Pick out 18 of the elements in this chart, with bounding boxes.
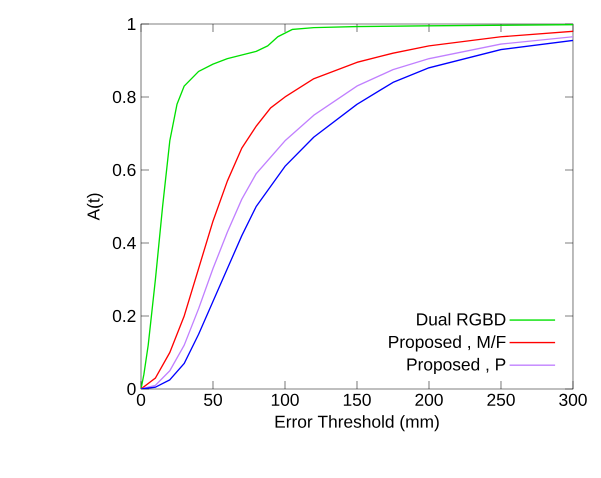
y-tick-label: 1 <box>128 18 136 30</box>
y-tick-label: 0.2 <box>112 310 136 322</box>
y-tick-label: 0.8 <box>112 90 136 104</box>
x-tick-label: 0 <box>136 394 146 406</box>
x-tick-label: 150 <box>344 394 371 406</box>
x-tick-label: 50 <box>204 394 222 406</box>
x-tick-label: 200 <box>415 394 443 406</box>
x-tick-label: 250 <box>487 394 515 406</box>
y-tick-label: 0 <box>127 382 136 396</box>
y-tick-label: 0.4 <box>112 236 136 250</box>
legend-label: Dual RGBD <box>417 312 506 326</box>
y-axis-title: A(t) <box>86 194 104 220</box>
legend-label: Proposed , M/F <box>389 335 506 352</box>
y-tick-label: 0.6 <box>112 164 136 176</box>
legend-label: Proposed , P <box>407 358 506 374</box>
x-tick-label: 300 <box>559 394 587 406</box>
x-tick-label: 100 <box>272 394 299 406</box>
x-axis-title: Error Threshold (mm) <box>276 415 439 432</box>
